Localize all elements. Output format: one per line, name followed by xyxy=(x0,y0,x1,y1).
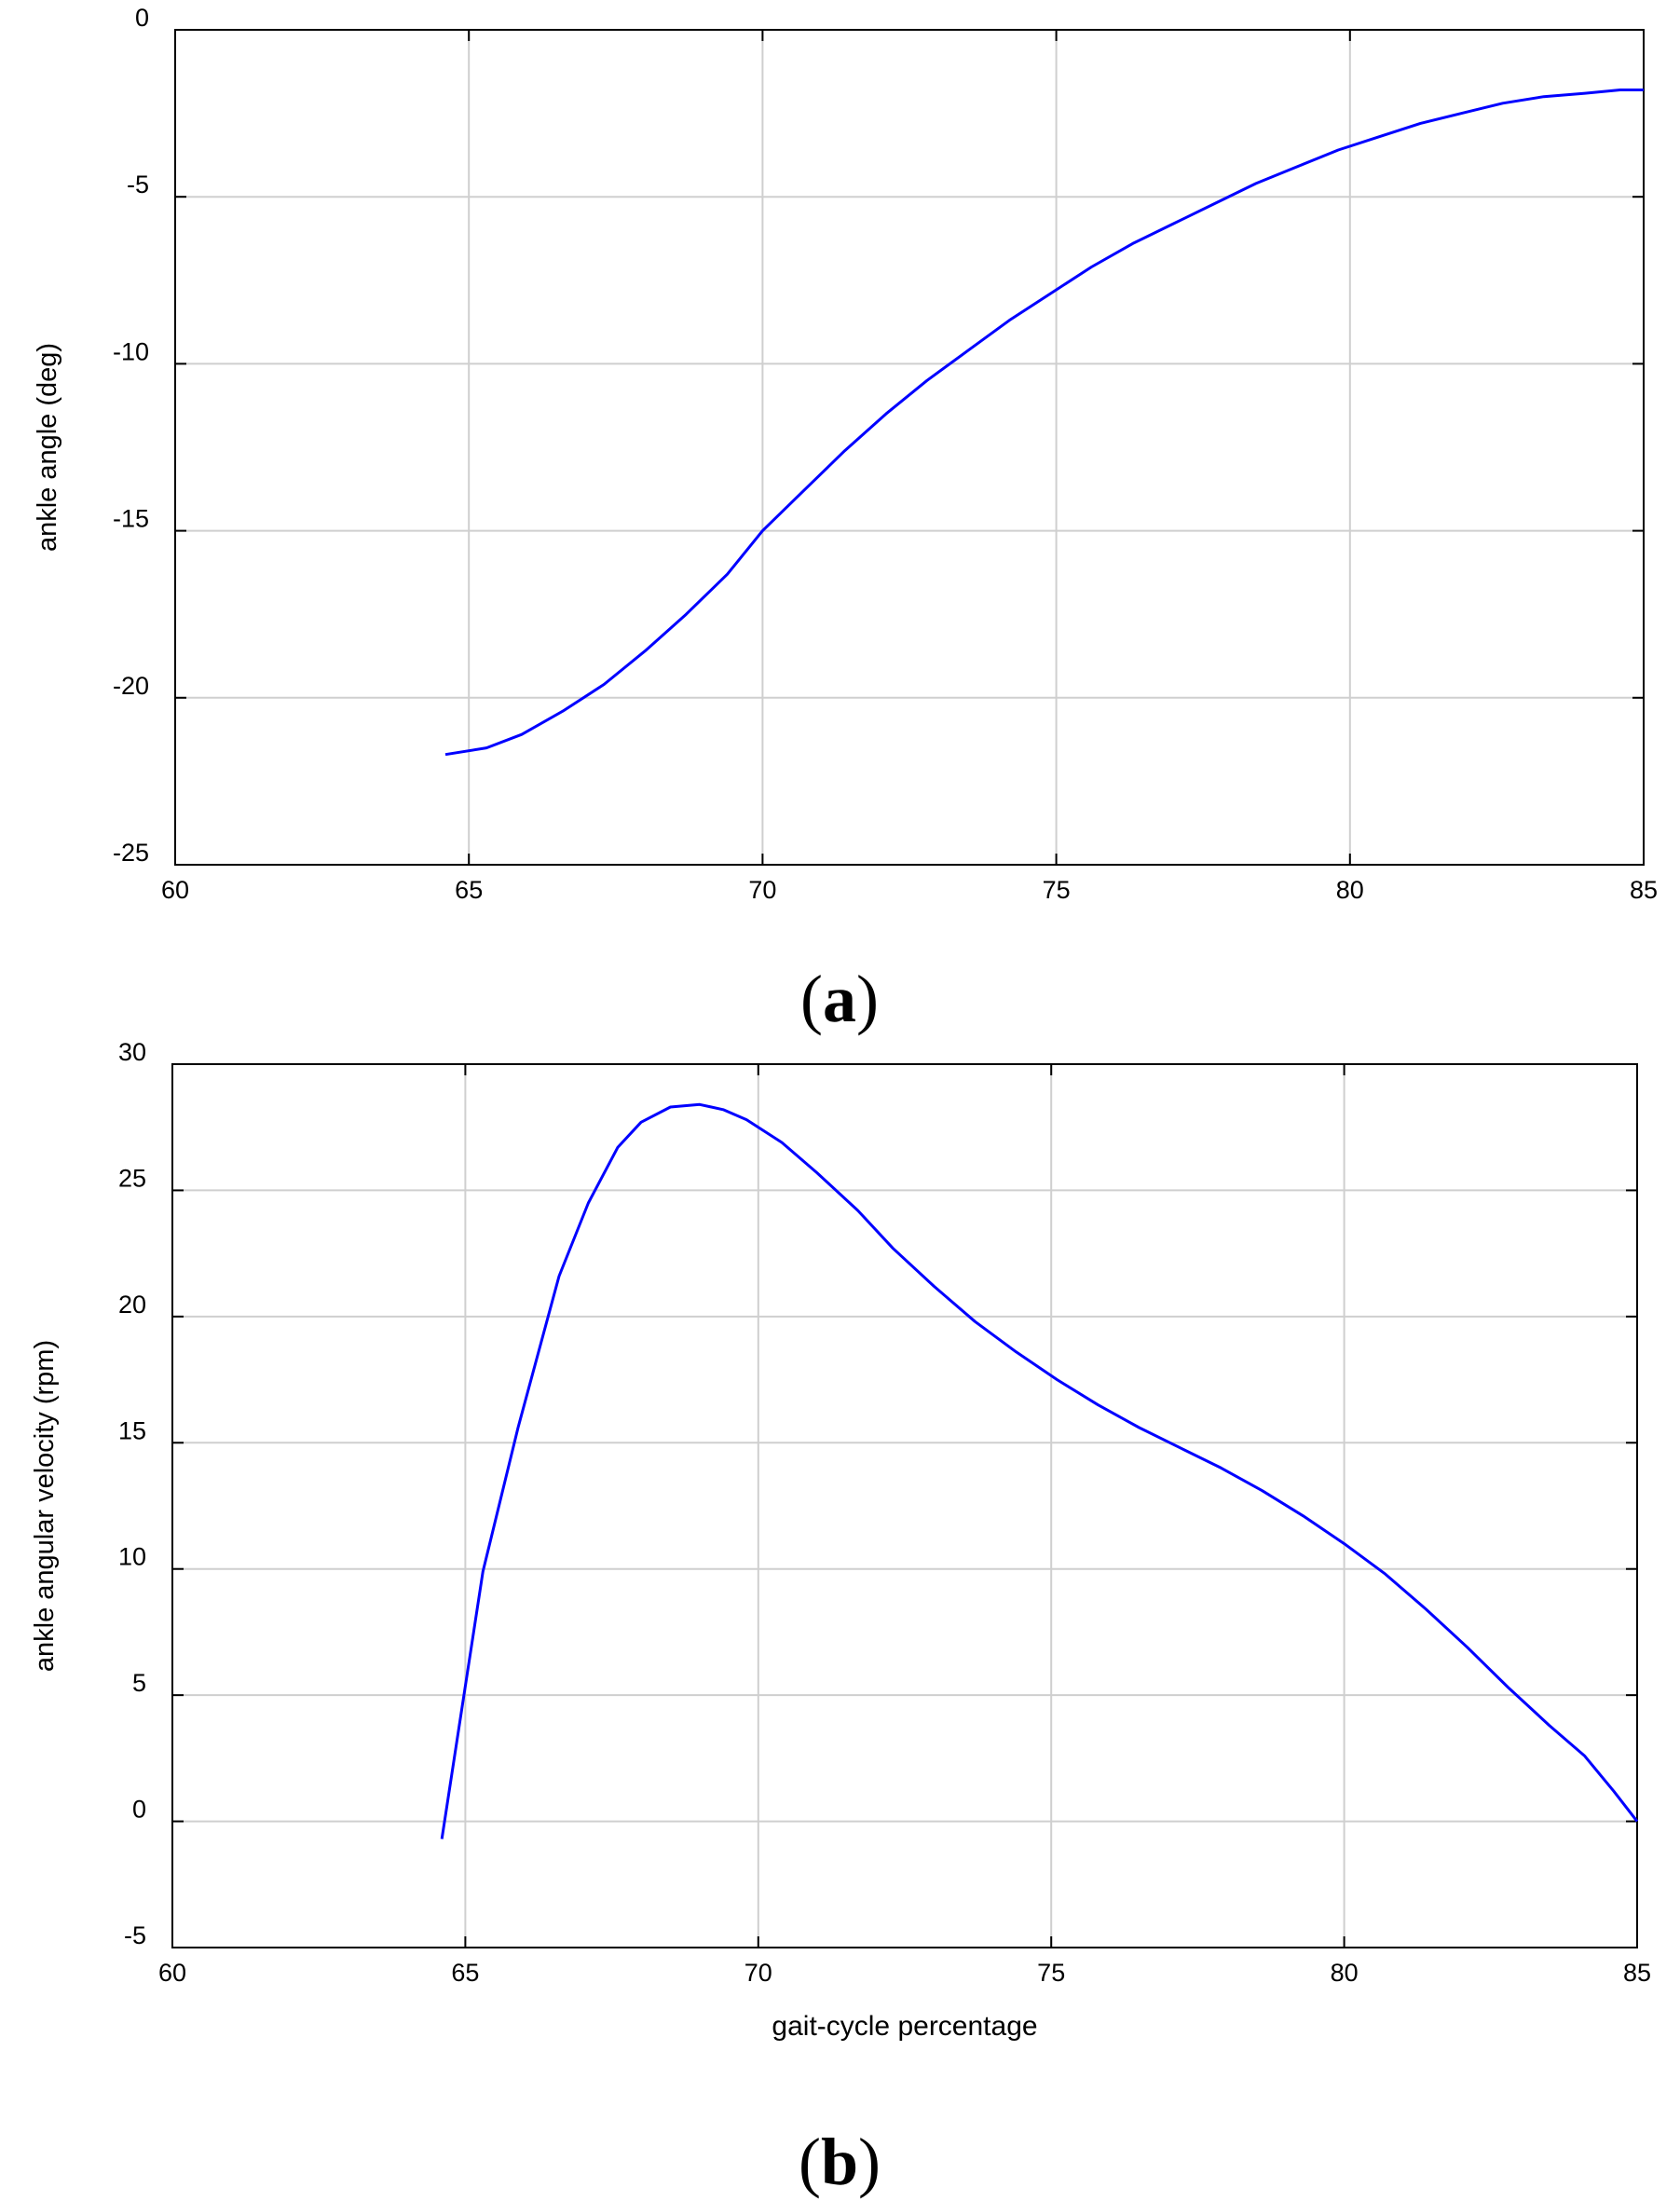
panel-b-y-tick-label: 30 xyxy=(118,1038,146,1066)
panel-a-y-tick-label: -10 xyxy=(113,337,149,365)
panel-b-x-tick-label: 60 xyxy=(158,1959,186,1987)
panel-a-x-tick-label: 65 xyxy=(455,876,483,904)
panel-a-y-tick-label: -25 xyxy=(113,839,149,867)
panel-a-y-tick-label: -5 xyxy=(127,171,149,198)
panel-a-y-tick-label: 0 xyxy=(135,4,149,32)
panel-a-x-tick-label: 70 xyxy=(748,876,776,904)
panel-a-x-tick-label: 60 xyxy=(161,876,189,904)
panel-b-chart: 60 65 70 75 80 85 30 25 20 15 10 5 0 -5 ankle angular … xyxy=(30,1038,1651,2042)
panel-a-plot-frame xyxy=(174,29,1645,866)
panel-b-x-axis-label: gait-cycle percentage xyxy=(772,2011,1037,2042)
panel-b-y-tick-label: -5 xyxy=(124,1921,146,1949)
panel-b-x-tick-label: 85 xyxy=(1623,1959,1651,1987)
panel-b-y-axis-label: ankle angular velocity (rpm) xyxy=(30,1340,60,1672)
panel-b-y-tick-label: 25 xyxy=(118,1164,146,1192)
panel-b-plot-frame xyxy=(171,1063,1638,1948)
panel-b-y-tick-label: 15 xyxy=(118,1416,146,1444)
panel-b-y-tick-label: 10 xyxy=(118,1543,146,1571)
panel-b-y-tick-label: 20 xyxy=(118,1291,146,1319)
panel-b-x-tick-label: 80 xyxy=(1331,1959,1359,1987)
panel-a-y-axis-label: ankle angle (deg) xyxy=(33,343,62,552)
panel-a-chart: 60 65 70 75 80 85 0 -5 -10 -15 -20 -25 ankle angle (… xyxy=(33,4,1658,904)
panel-b-caption: (b) xyxy=(799,2125,881,2199)
panel-b-x-tick-label: 75 xyxy=(1037,1959,1065,1987)
panel-a-series-line xyxy=(444,89,1644,757)
panel-b-x-tick-label: 65 xyxy=(451,1959,479,1987)
panel-a-x-tick-label: 75 xyxy=(1043,876,1071,904)
panel-a-x-tick-label: 85 xyxy=(1630,876,1658,904)
panel-b-y-tick-label: 5 xyxy=(132,1669,146,1697)
panel-a-y-tick-label: -20 xyxy=(113,672,149,700)
panel-a-y-tick-label: -15 xyxy=(113,505,149,533)
panel-a-x-tick-label: 80 xyxy=(1336,876,1364,904)
panel-b-x-tick-label: 70 xyxy=(744,1959,772,1987)
panel-a-caption: (a) xyxy=(800,962,879,1036)
panel-b-series-line xyxy=(440,1102,1639,1839)
panel-b-y-tick-label: 0 xyxy=(132,1796,146,1824)
